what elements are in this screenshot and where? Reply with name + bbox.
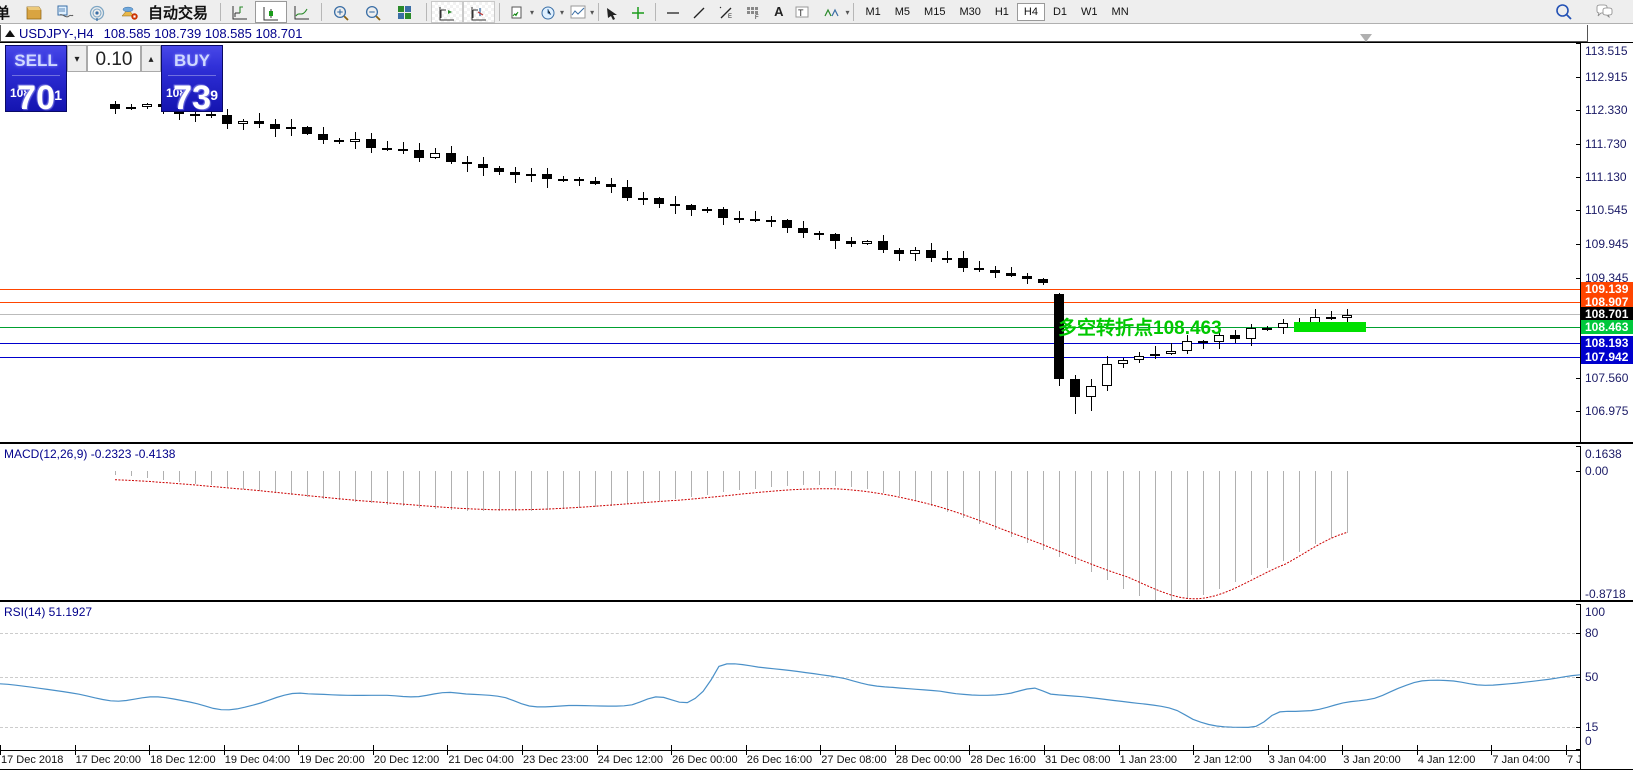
svg-text:E: E xyxy=(728,14,732,20)
svg-text:T: T xyxy=(798,8,804,18)
svg-text:F: F xyxy=(755,15,759,20)
